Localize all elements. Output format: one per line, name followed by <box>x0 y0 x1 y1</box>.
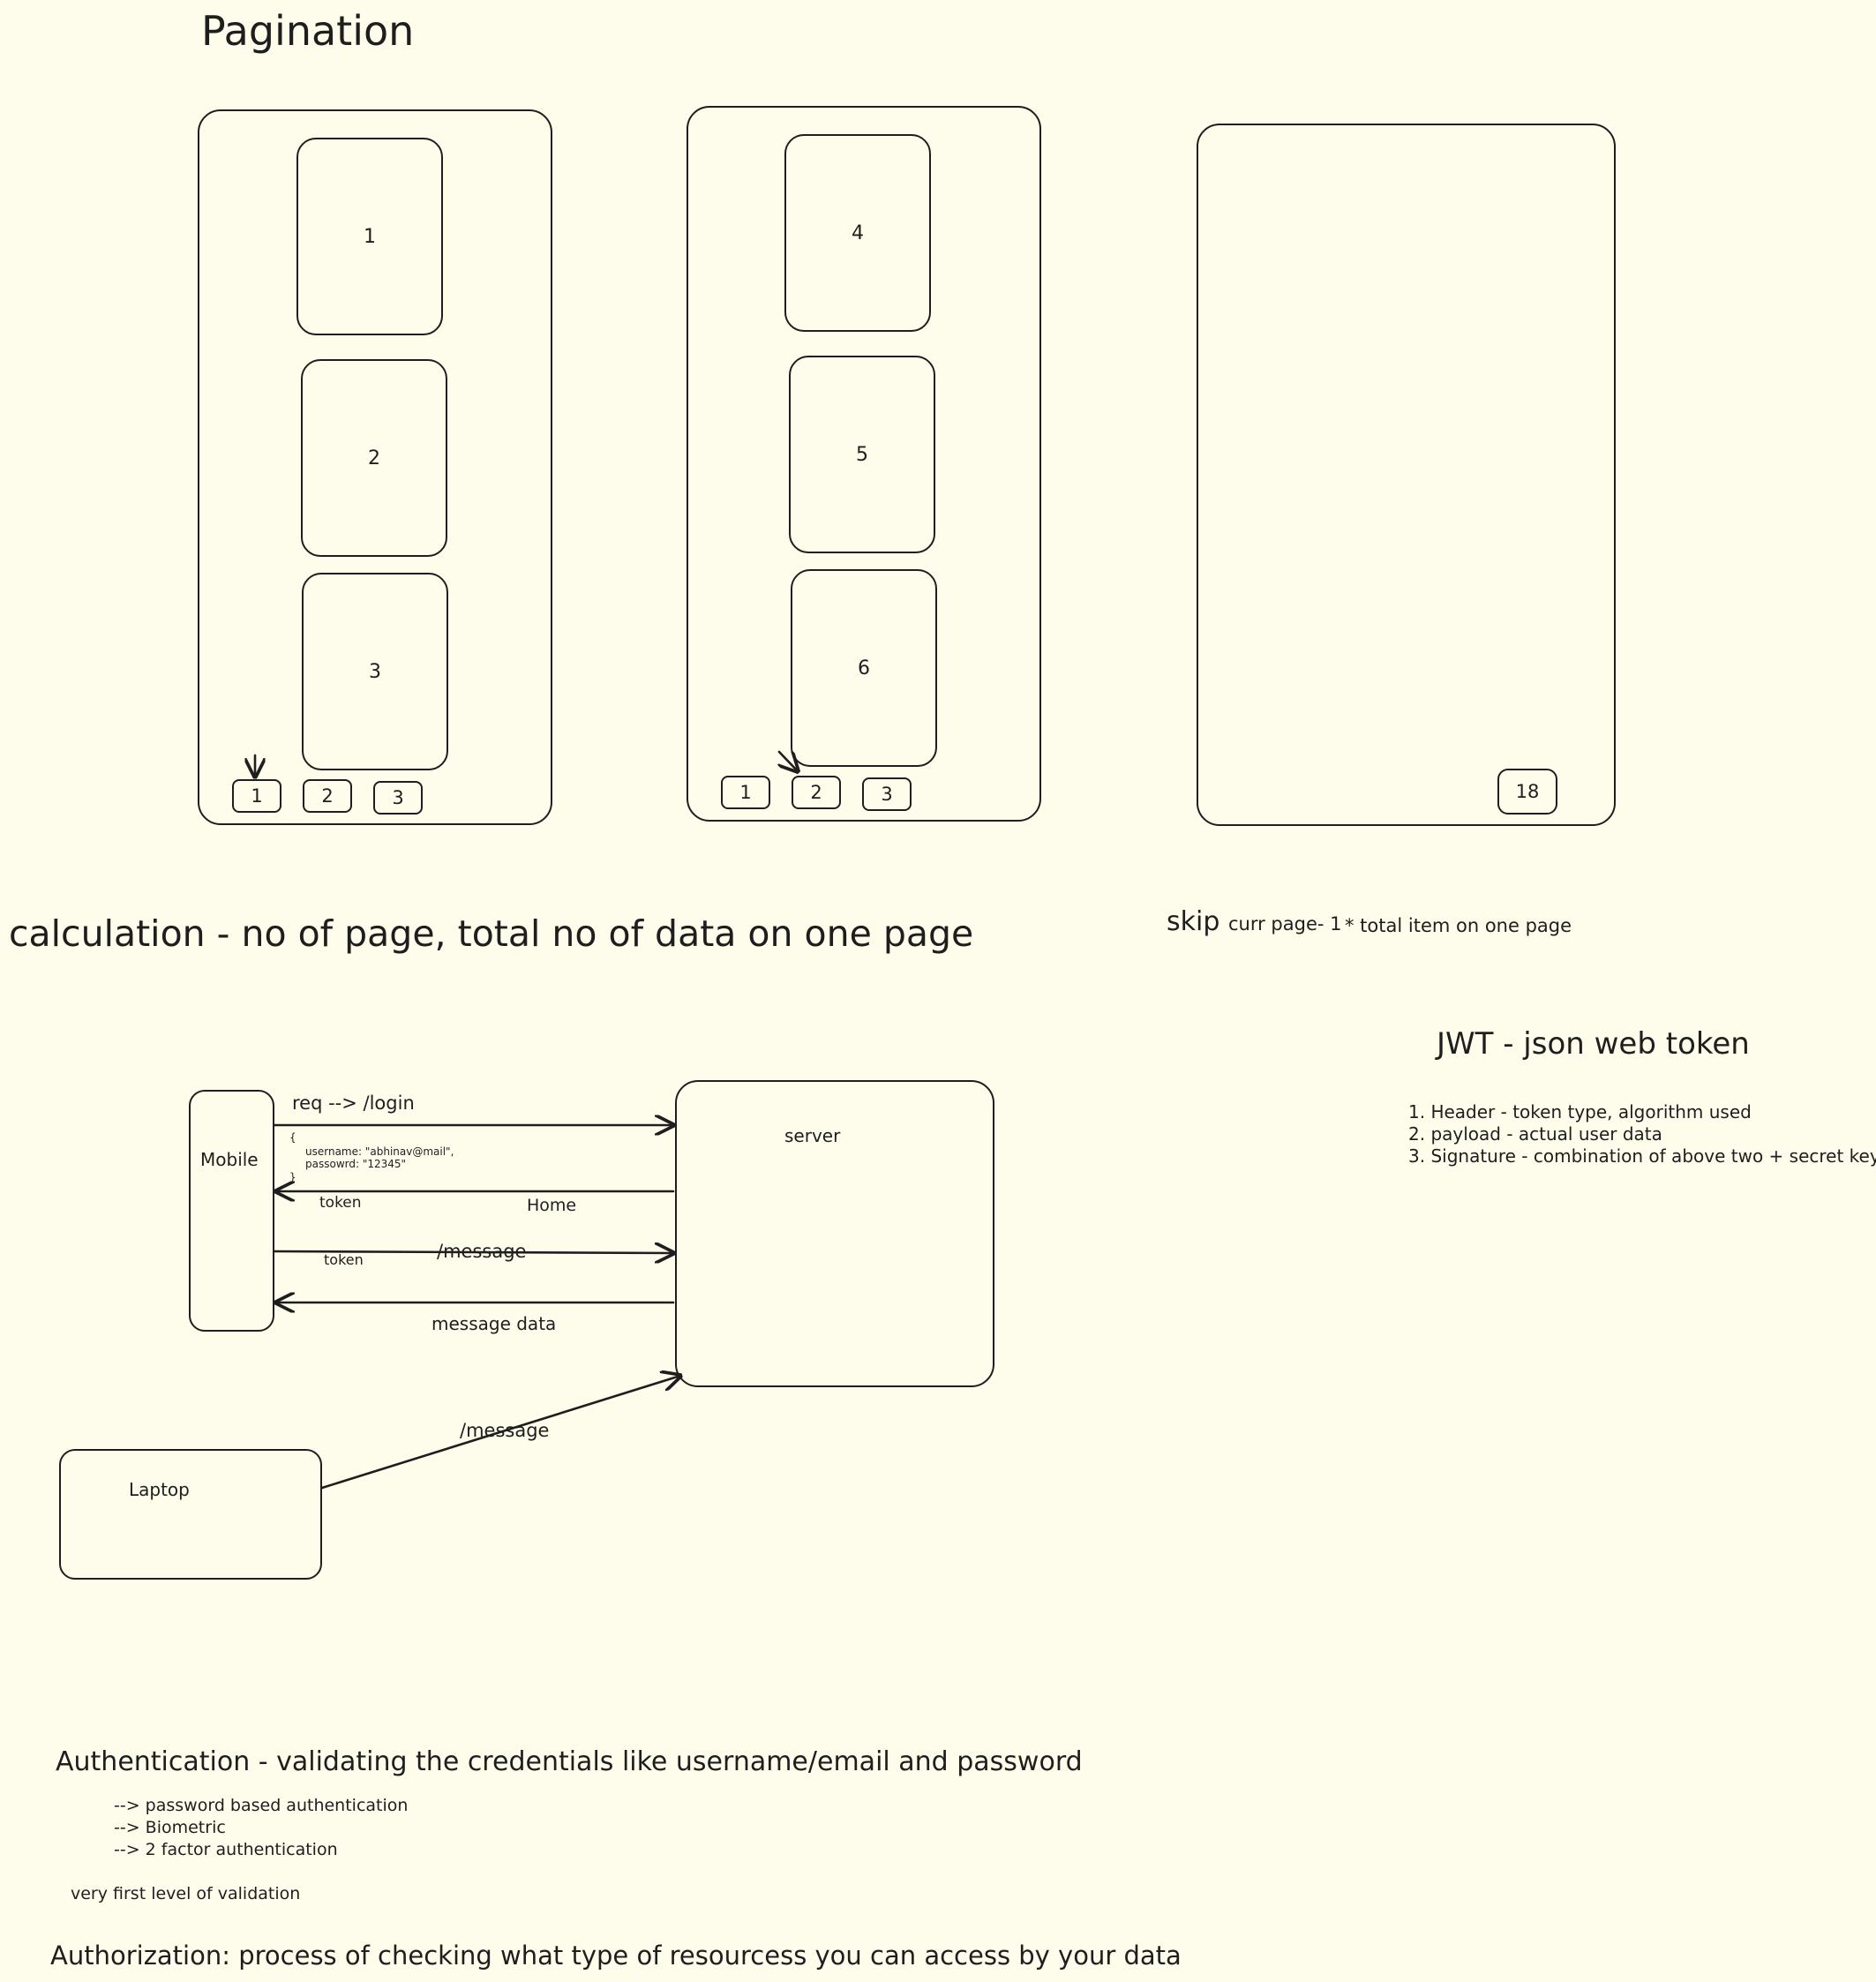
item-card-3: 3 <box>302 573 448 770</box>
skip-formula-part-a: curr page- 1 <box>1228 913 1342 935</box>
page-button-1[interactable]: 1 <box>721 776 770 809</box>
auth-method-2fa: --> 2 factor authentication <box>114 1840 338 1859</box>
jwt-item-payload: 2. payload - actual user data <box>1408 1123 1662 1145</box>
jwt-item-signature: 3. Signature - combination of above two … <box>1408 1145 1876 1167</box>
page-button-3[interactable]: 3 <box>862 777 912 811</box>
credentials-brace-close: } <box>289 1171 296 1183</box>
item-card-2: 2 <box>301 359 447 557</box>
item-card-5: 5 <box>789 356 935 553</box>
mobile-label: Mobile <box>200 1149 259 1170</box>
credentials-username: username: "abhinav@mail", <box>305 1145 454 1158</box>
page-button-label: 1 <box>739 782 752 803</box>
item-card-label: 5 <box>856 443 868 466</box>
jwt-title: JWT - json web token <box>1437 1026 1750 1062</box>
pagination-title: Pagination <box>201 7 415 55</box>
server-box <box>675 1080 994 1387</box>
authentication-heading: Authentication - validating the credenti… <box>56 1746 1083 1777</box>
auth-level-note: very first level of validation <box>71 1884 301 1903</box>
page-button-18[interactable]: 18 <box>1497 769 1557 815</box>
item-card-1: 1 <box>296 138 443 335</box>
skip-formula-part-b: * total item on one page <box>1345 915 1572 936</box>
page-button-label: 2 <box>321 785 334 807</box>
token-response-label: token <box>319 1194 362 1212</box>
jwt-item-header: 1. Header - token type, algorithm used <box>1408 1101 1752 1122</box>
page-panel-3 <box>1197 124 1616 826</box>
credentials-password: passowrd: "12345" <box>305 1158 407 1170</box>
skip-word: skip <box>1167 906 1220 937</box>
calculation-note: calculation - no of page, total no of da… <box>9 912 974 955</box>
authorization-heading: Authorization: process of checking what … <box>50 1941 1182 1971</box>
item-card-4: 4 <box>784 134 931 332</box>
page-panel-1 <box>198 109 552 825</box>
page-button-label: 3 <box>392 787 404 808</box>
page-button-3[interactable]: 3 <box>373 781 423 815</box>
laptop-label: Laptop <box>129 1479 190 1500</box>
token-request-label: token <box>324 1251 364 1268</box>
message-data-label: message data <box>431 1313 557 1334</box>
item-card-label: 1 <box>364 225 376 248</box>
page-button-label: 1 <box>251 785 263 807</box>
page-button-label: 3 <box>881 784 893 805</box>
laptop-message-label: /message <box>460 1420 550 1441</box>
page-panel-2 <box>687 106 1041 822</box>
server-label: server <box>784 1125 841 1146</box>
item-card-label: 2 <box>368 447 380 469</box>
item-card-6: 6 <box>791 569 937 767</box>
laptop-box <box>59 1449 322 1580</box>
message-request-label: /message <box>435 1241 529 1262</box>
login-request-label: req --> /login <box>292 1092 415 1114</box>
mobile-box <box>189 1090 274 1332</box>
item-card-label: 4 <box>852 221 864 244</box>
auth-method-biometric: --> Biometric <box>114 1818 226 1837</box>
page-button-1[interactable]: 1 <box>232 779 281 813</box>
item-card-label: 3 <box>369 660 381 683</box>
credentials-brace-open: { <box>289 1131 296 1144</box>
page-button-label: 2 <box>810 782 822 803</box>
item-card-label: 6 <box>858 657 870 679</box>
page-button-2[interactable]: 2 <box>303 779 352 813</box>
home-label: Home <box>527 1196 577 1215</box>
auth-method-password: --> password based authentication <box>114 1796 409 1815</box>
page-button-2[interactable]: 2 <box>792 776 841 809</box>
page-button-label: 18 <box>1515 781 1540 802</box>
